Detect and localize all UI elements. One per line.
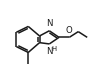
Text: H: H: [51, 46, 56, 52]
Text: N: N: [47, 47, 53, 56]
Text: N: N: [47, 19, 53, 28]
Text: O: O: [66, 26, 73, 35]
